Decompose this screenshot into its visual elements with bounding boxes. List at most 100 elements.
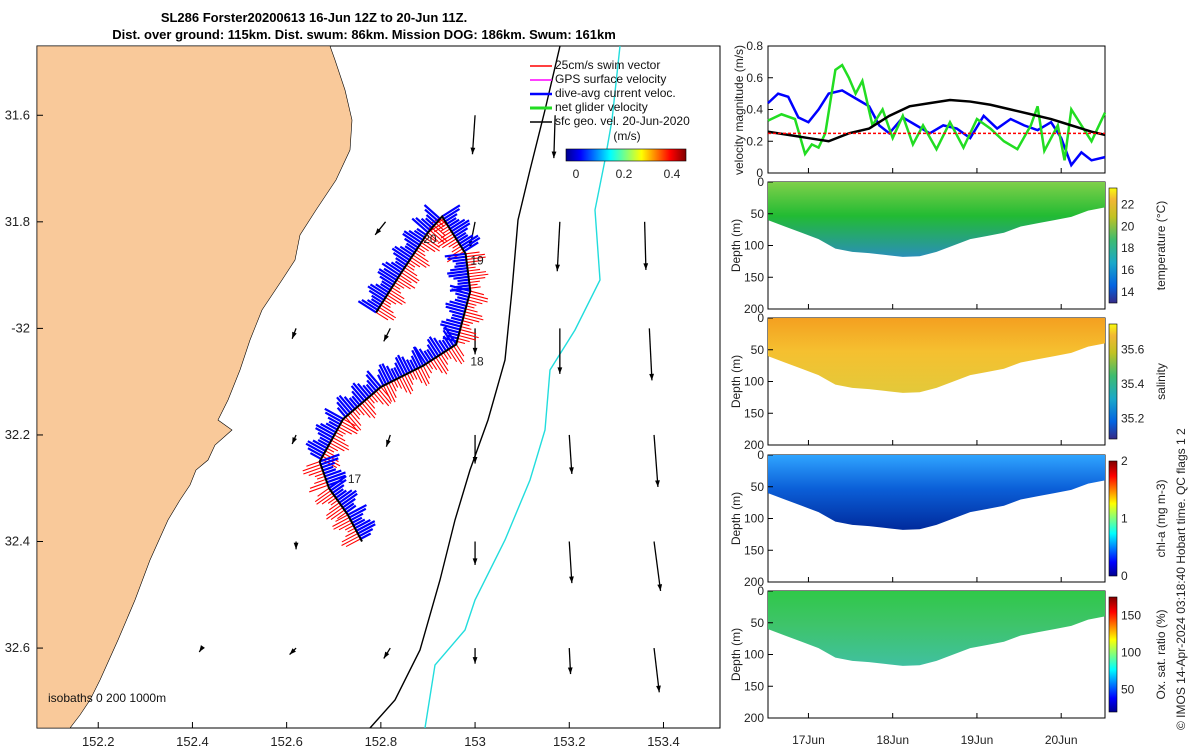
section-colorbar [1108, 596, 1118, 713]
geo-vector [648, 328, 653, 381]
section-ylabel: Depth (m) [729, 219, 743, 272]
swim-vector [417, 368, 428, 386]
current-vector [457, 281, 470, 286]
velocity-panel: 0 0.2 0.4 0.6 0.8 velocity magnitude (m/s) [732, 39, 1107, 180]
section-data [768, 591, 1105, 666]
swim-vector [375, 311, 389, 321]
swim-vector [389, 289, 405, 300]
swim-vector [440, 230, 452, 239]
swim-vector [337, 512, 347, 520]
track-map: 20 19 18 17 152.2 152.4 152.6 152.8 153 153.2 153… [5, 45, 721, 749]
swim-vector [321, 495, 335, 505]
current-vector [323, 468, 337, 475]
velocity-line [767, 98, 1106, 143]
swim-vector [448, 240, 459, 248]
geo-vector-head [649, 373, 655, 381]
current-vector [381, 280, 393, 289]
swim-vector [328, 445, 339, 452]
current-vector [449, 309, 465, 316]
current-vector [320, 457, 339, 466]
swim-vector [332, 437, 349, 447]
swim-vector [316, 492, 333, 505]
section-data [768, 318, 1105, 393]
section-y-tick: 200 [744, 438, 764, 452]
geo-vector-head [289, 648, 296, 655]
legend-dac: dive-avg current veloc. [555, 86, 676, 100]
geo-vector-head [375, 228, 382, 235]
current-vector [426, 338, 440, 357]
map-x-tick: 153.2 [553, 734, 586, 749]
geo-vector-head [199, 645, 205, 652]
current-vector [444, 252, 466, 258]
current-vector [357, 523, 376, 535]
current-vector [377, 270, 396, 284]
current-vector [425, 214, 437, 225]
current-vector [385, 365, 396, 381]
day-labels: 20 19 18 17 [348, 232, 484, 486]
current-vector [428, 336, 442, 355]
swim-vector [469, 280, 480, 284]
current-vector [324, 411, 343, 423]
current-vector [447, 218, 460, 228]
current-vector [333, 488, 344, 497]
current-vector [449, 284, 471, 293]
map-x-tick: 152.8 [365, 734, 398, 749]
geo-vector-head [569, 467, 574, 474]
geo-vector [653, 541, 662, 592]
swim-vector [377, 309, 395, 321]
chart-subtitle: Dist. over ground: 115km. Dist. swum: 86… [112, 27, 616, 42]
coastline-land [37, 46, 353, 728]
swim-vector [468, 277, 486, 281]
section-colorbar [1108, 460, 1118, 577]
current-vector [399, 245, 414, 256]
swim-vector [445, 350, 452, 360]
swim-vector [440, 353, 449, 365]
swim-vector [404, 374, 414, 392]
current-vector [447, 255, 467, 261]
swim-vector [333, 519, 351, 530]
swim-vector [314, 472, 324, 478]
colorbar-tick: 50 [1121, 683, 1135, 697]
swim-vector [308, 469, 323, 476]
swim-vector [467, 263, 477, 266]
current-vector [455, 261, 467, 265]
swim-vector [414, 369, 423, 384]
swim-vector [314, 478, 327, 484]
colorbar-ticks: 0 0.2 0.4 [573, 167, 681, 181]
current-vector [410, 355, 419, 369]
swim-vector [396, 378, 403, 389]
current-vector [356, 382, 370, 398]
section-y-tick: 150 [744, 543, 764, 557]
section-y-tick: 200 [744, 575, 764, 589]
geostrophic-vectors [198, 115, 663, 693]
swim-vector [361, 402, 376, 419]
swim-vector [382, 301, 391, 308]
swim-vector [383, 385, 393, 402]
swim-vector [326, 447, 335, 453]
colorbar-tick: 2 [1121, 454, 1128, 468]
swim-vector [366, 398, 376, 409]
geo-vector-head [293, 542, 299, 550]
current-vector [385, 261, 402, 274]
velocity-y-tick: 0.2 [746, 134, 763, 148]
swim-vector [450, 347, 463, 365]
swim-vector [468, 271, 487, 275]
swim-vector [398, 377, 408, 393]
swim-vector [461, 323, 470, 327]
current-vector [327, 416, 341, 426]
current-vector [321, 461, 336, 469]
current-vector [458, 234, 474, 245]
swim-vector [466, 256, 486, 261]
swim-vector [469, 283, 478, 286]
colorbar-tick: 0.2 [616, 167, 633, 181]
map-x-tick: 153 [464, 734, 486, 749]
time-tick: 18Jun [876, 733, 909, 747]
colorbar-tick: 0.4 [664, 167, 681, 181]
velocity-y-tick: 0 [756, 166, 763, 180]
swim-vector [417, 247, 425, 253]
current-vector [328, 420, 340, 428]
swim-vector [339, 423, 358, 435]
geo-vector-head [292, 331, 297, 339]
swim-vector [390, 381, 397, 392]
colorbar-tick: 0 [573, 167, 580, 181]
